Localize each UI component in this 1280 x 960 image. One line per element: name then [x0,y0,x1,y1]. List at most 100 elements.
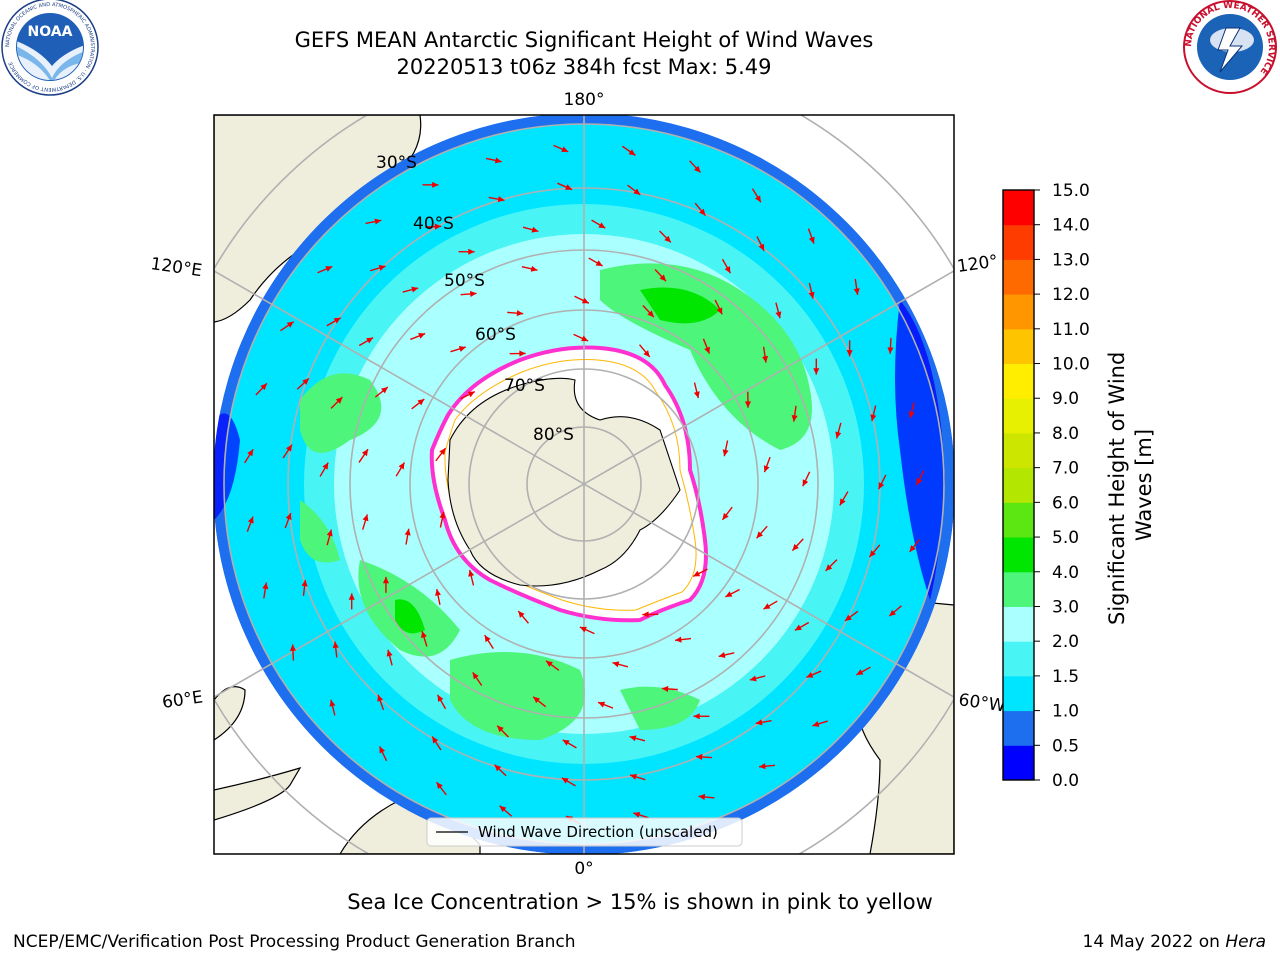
wave-arrow-head [661,685,669,692]
wave-arrow-head [435,589,442,596]
wave-arrow-head [698,793,706,800]
wave-arrow-head [808,291,815,299]
wave-arrow-head [722,512,729,520]
wave-arrow-head [664,235,671,243]
chart-subtitle: 20220513 t06z 384h fcst Max: 5.49 [396,55,772,79]
wave-arrow-head [519,350,526,357]
wave-arrow-head [853,288,860,295]
wave-arrow-head [889,609,897,617]
nws-logo-icon: NATIONAL WEATHER SERVICE [1183,0,1277,94]
wave-arrow-head [839,498,846,506]
wave-arrow-head [432,736,439,744]
wave-arrow-head [326,529,333,537]
wave-arrow-head [693,713,700,720]
wave-arrow-head [348,593,355,600]
legend-label: Wind Wave Direction (unscaled) [478,823,718,841]
chart-title: GEFS MEAN Antarctic Significant Height o… [294,28,874,52]
wave-arrow-head [439,448,446,456]
wave-arrow-head [484,635,491,643]
colorbar-segment [1003,363,1034,399]
wave-arrow-head [458,345,466,352]
credit-text: NCEP/EMC/Verification Post Processing Pr… [13,932,576,952]
wave-arrow-head [762,355,769,363]
wave-arrow-head [642,611,649,618]
colorbar-tick-label: 2.0 [1052,632,1079,652]
wave-arrow-head [755,719,763,726]
wave-arrow-head [377,694,384,702]
lon-label-120w: 120° [956,251,999,277]
lat-label-40s: 40°S [413,214,454,234]
wave-arrow-head [285,513,292,521]
colorbar-label: Significant Height of Wind Waves [m] [1105,345,1156,625]
lon-label-120e: 120°E [149,254,203,281]
wave-arrow-head [436,782,443,790]
wind-wave-arrows [244,144,925,825]
wave-arrow-head [633,188,641,195]
wave-arrow-head [494,764,502,772]
lon-label-60e: 60°E [161,687,204,712]
wave-arrow-head [404,528,411,536]
wave-arrow-head [869,550,876,557]
wave-arrow-head [531,226,539,233]
wave-arrow-head [499,805,507,813]
wave-arrow-head [792,543,799,551]
wave-arrow-head [856,669,864,675]
wave-arrow-head [612,661,620,668]
wave-arrow-head [916,478,923,486]
wave-arrow-head [579,626,587,633]
colorbar-tick-label: 0.5 [1052,736,1079,756]
colorbar-segment [1003,467,1034,503]
wave-arrow-head [362,514,369,522]
wave-arrow-head [908,411,915,419]
lon-label-60w: 60°W [957,690,1006,716]
colorbar-tick-label: 12.0 [1052,285,1090,305]
wave-arrow-head [763,465,770,473]
lat-label-60s: 60°S [475,325,516,345]
wave-arrow-head [581,335,589,342]
wave-arrow-head [262,582,269,590]
wave-arrow-head [704,346,710,354]
colorbar-frame [1002,189,1035,781]
wave-arrow-head [754,195,761,203]
wave-arrow-head [759,763,766,770]
wave-arrow-head [497,196,505,203]
colorbar-segment [1003,710,1034,746]
lat-label-50s: 50°S [444,271,485,291]
colorbar-segment [1003,432,1034,469]
colorbar-tick-label: 8.0 [1052,424,1079,444]
wave-arrow-head [335,397,343,404]
wave-arrow-head [659,274,667,282]
wave-arrow-head [878,482,885,490]
wave-arrow-head [439,511,446,519]
date-stamp: 14 May 2022 on Hera [1083,932,1267,952]
colorbar-segment [1003,571,1034,607]
colorbar-tick-label: 6.0 [1052,493,1079,513]
wave-arrow-head [417,399,425,406]
wave-arrow-head [285,444,292,452]
colorbar-tick-label: 1.5 [1052,667,1079,687]
wave-arrow-head [418,333,426,339]
wave-arrow-head [302,378,309,385]
wave-arrow-head [675,636,682,643]
wave-arrow-head [378,265,386,271]
wave-arrow-head [247,449,254,457]
wave-arrow-head [630,773,637,780]
wave-arrow-head [722,449,729,457]
wave-arrow-head [386,649,393,657]
wave-arrow-head [629,735,637,742]
wave-arrow-head [909,545,916,552]
wave-arrow-head [744,401,751,408]
colorbar-tick-label: 14.0 [1052,216,1090,236]
wave-arrow-head [835,431,842,439]
wave-arrow-head [756,531,764,539]
wave-arrow-head [322,462,329,470]
wave-arrow-head [844,614,852,621]
colorbar-tick-label: 0.0 [1052,771,1079,791]
colorbar-segment [1003,224,1034,260]
wave-arrow-head [545,660,553,668]
wave-arrow-head [808,236,815,244]
wave-arrow-head [561,777,569,784]
colorbar-segment [1003,745,1034,781]
colorbar-tick-label: 4.0 [1052,563,1079,583]
wave-arrow-head [533,696,540,704]
